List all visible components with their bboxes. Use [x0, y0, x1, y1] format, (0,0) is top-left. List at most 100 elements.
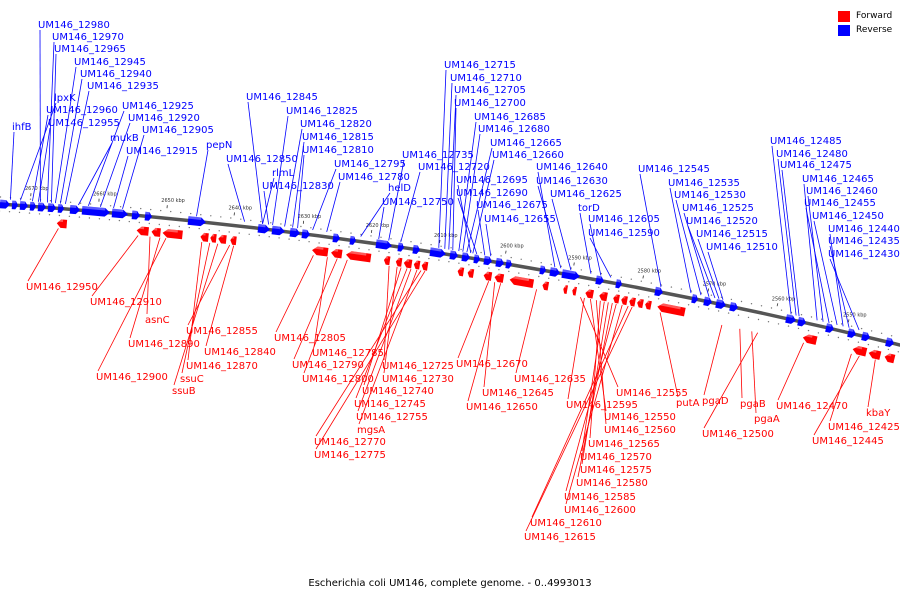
forward-gene-label-ssub: ssuB [172, 386, 196, 397]
leader-line [472, 159, 495, 254]
reverse-gene-label-um146-12525: UM146_12525 [682, 203, 754, 214]
minor-tick [518, 272, 520, 274]
leader-line [537, 185, 562, 269]
leader-line [867, 359, 876, 408]
reverse-gene-label-um146-12820: UM146_12820 [300, 119, 372, 130]
forward-feature [621, 295, 628, 306]
leader-line [751, 331, 757, 414]
leader-line [383, 266, 398, 374]
reverse-gene-label-tord: torD [578, 203, 600, 214]
leader-line [537, 171, 556, 268]
reverse-feature [861, 331, 870, 342]
minor-tick [817, 332, 820, 334]
minor-tick [258, 234, 260, 237]
forward-feature [802, 333, 818, 345]
reverse-feature [505, 259, 512, 269]
forward-gene-label-um146-12725: UM146_12725 [382, 361, 454, 372]
leader-line [485, 223, 492, 257]
forward-feature [868, 348, 882, 360]
leader-line [813, 220, 838, 325]
leader-line-layer [10, 29, 876, 532]
minor-tick [180, 211, 182, 214]
leader-line [47, 41, 55, 203]
minor-tick [680, 288, 683, 290]
minor-tick [88, 217, 91, 219]
legend-label-reverse: Reverse [856, 25, 893, 35]
tick-label: 2620 kbp [366, 223, 390, 229]
minor-tick [250, 219, 252, 222]
reverse-gene-label-um146-12850: UM146_12850 [226, 154, 298, 165]
leader-line [829, 353, 852, 422]
minor-tick [260, 220, 262, 223]
reverse-gene-label-um146-12955: UM146_12955 [48, 118, 120, 129]
minor-tick [358, 247, 360, 250]
leader-line [51, 53, 57, 203]
forward-feature [572, 286, 578, 296]
forward-feature [230, 235, 237, 246]
minor-tick [550, 263, 552, 266]
major-tick [439, 239, 441, 244]
minor-tick [368, 249, 370, 251]
reverse-gene-label-um146-12915: UM146_12915 [126, 146, 198, 157]
reverse-gene-label-um146-12515: UM146_12515 [696, 229, 768, 240]
reverse-gene-label-um146-12485: UM146_12485 [770, 136, 842, 147]
reverse-feature [0, 199, 10, 209]
minor-tick [760, 305, 763, 307]
minor-tick [608, 288, 610, 290]
minor-tick [140, 207, 142, 210]
minor-tick [78, 216, 81, 218]
leader-line [205, 245, 235, 347]
reverse-gene-label-um146-12700: UM146_12700 [454, 98, 526, 109]
reverse-gene-label-um146-12825: UM146_12825 [286, 106, 358, 117]
reverse-gene-label-um146-12590: UM146_12590 [588, 228, 660, 239]
reverse-gene-label-um146-12815: UM146_12815 [302, 132, 374, 143]
forward-gene-label-um146-12870: UM146_12870 [186, 361, 258, 372]
minor-tick [278, 237, 280, 239]
minor-tick [248, 233, 250, 235]
legend-swatch-reverse [838, 24, 850, 36]
leader-line [567, 297, 585, 400]
leader-line [777, 342, 804, 401]
minor-tick [480, 251, 482, 254]
major-tick [505, 250, 507, 254]
minor-tick [230, 217, 232, 219]
forward-feature [852, 344, 868, 357]
reverse-gene-label-um146-12845: UM146_12845 [246, 92, 318, 103]
reverse-feature [847, 328, 856, 338]
leader-line [360, 192, 391, 237]
minor-tick [750, 303, 753, 305]
leader-line [807, 195, 824, 322]
reverse-feature [111, 208, 128, 219]
forward-gene-label-um146-12600: UM146_12600 [564, 505, 636, 516]
minor-tick [830, 320, 833, 323]
leader-line [467, 283, 502, 402]
leader-line [297, 154, 305, 229]
forward-feature [346, 250, 372, 263]
reverse-gene-label-um146-12940: UM146_12940 [80, 69, 152, 80]
tick-label: 2580 kbp [638, 269, 662, 275]
minor-tick [280, 223, 282, 225]
minor-tick [190, 212, 192, 215]
tick-label: 2610 kbp [434, 233, 458, 239]
minor-tick [710, 294, 713, 296]
minor-tick [628, 292, 630, 294]
minor-tick [119, 206, 122, 208]
leader-line [88, 110, 125, 206]
forward-gene-label-um146-12650: UM146_12650 [466, 402, 538, 413]
minor-tick [620, 276, 622, 278]
reverse-feature [654, 286, 663, 297]
reverse-gene-label-um146-12440: UM146_12440 [828, 224, 900, 235]
forward-feature [613, 293, 620, 304]
reverse-gene-label-um146-12640: UM146_12640 [536, 162, 608, 173]
minor-tick [648, 296, 650, 298]
forward-gene-label-um146-12890: UM146_12890 [128, 339, 200, 350]
minor-tick [677, 302, 680, 304]
forward-gene-label-um146-12560: UM146_12560 [604, 425, 676, 436]
reverse-feature [144, 211, 152, 221]
leader-line [525, 306, 633, 532]
reverse-gene-label-um146-12735: UM146_12735 [402, 150, 474, 161]
leader-line [303, 259, 348, 374]
major-tick [776, 303, 779, 307]
minor-tick [548, 277, 550, 279]
reverse-gene-label-um146-12460: UM146_12460 [806, 186, 878, 197]
